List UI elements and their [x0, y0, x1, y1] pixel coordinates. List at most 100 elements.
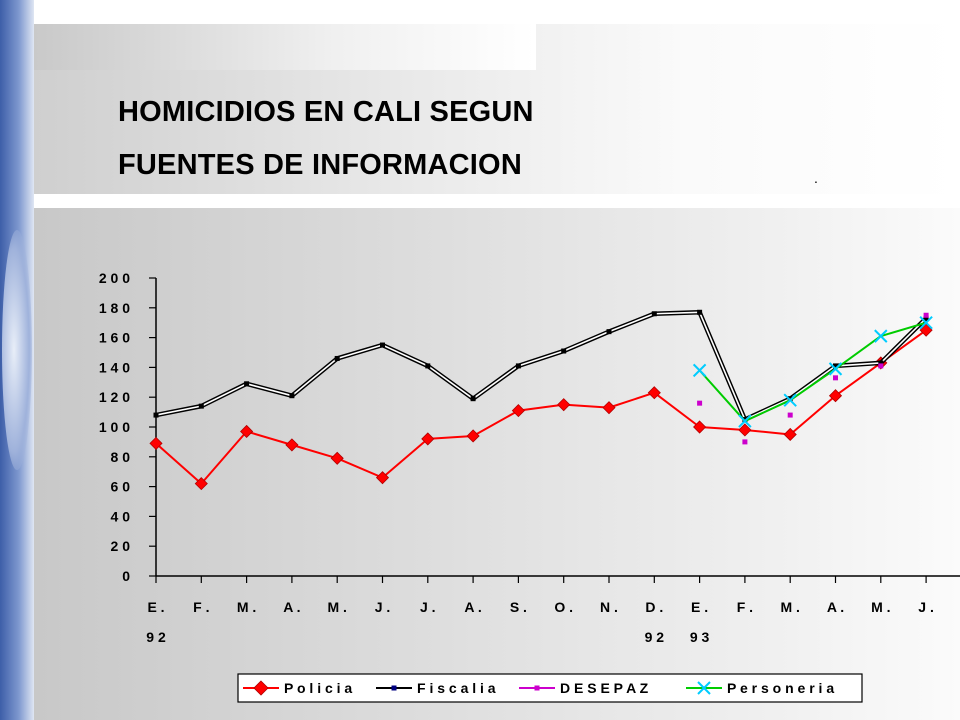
stray-dot: . — [814, 170, 818, 186]
marker-stroke — [738, 414, 752, 428]
marker-stroke — [692, 363, 707, 378]
x-tick-label: M . — [237, 599, 256, 615]
data-point-personeria — [919, 315, 933, 330]
data-point-policia — [693, 420, 707, 434]
data-point-policia — [511, 404, 525, 418]
data-point-personeria — [692, 363, 707, 378]
x-tick-label: M . — [327, 599, 346, 615]
x-tick-label: F . — [737, 599, 753, 615]
x-tick-label: F . — [193, 599, 209, 615]
legend-marker — [534, 685, 540, 691]
data-point-fiscalia — [606, 329, 612, 335]
chart-legend: P o l i c i a F i s c a l i a D E S E P A … — [237, 673, 863, 703]
x-tick-label: E . — [691, 599, 708, 615]
background-left-band — [0, 0, 34, 720]
data-point-policia — [602, 401, 616, 415]
x-tick-label: A . — [827, 599, 844, 615]
data-point-policia — [738, 423, 752, 437]
data-point-policia — [557, 398, 571, 412]
data-point-desepaz — [833, 375, 838, 381]
data-point-desepaz — [923, 312, 929, 318]
y-tick-label: 6 0 — [111, 479, 131, 495]
legend-label: P e r s o n e r i a — [727, 680, 834, 696]
title-banner-strip — [34, 24, 536, 70]
data-point-fiscalia — [334, 355, 340, 361]
x-tick-label: E . — [147, 599, 164, 615]
x-tick-sublabel: 9 2 — [645, 629, 665, 645]
legend-item-policia: P o l i c i a — [243, 680, 352, 696]
x-tick-label: D . — [645, 599, 663, 615]
data-point-personeria — [738, 414, 752, 428]
y-tick-label: 0 — [122, 568, 130, 584]
data-point-policia — [828, 389, 843, 403]
data-point-policia — [330, 451, 344, 465]
data-point-policia — [194, 477, 208, 491]
chart-axes: 0 2 0 4 0 6 0 8 0 1 0 0 1 2 0 1 4 0 1 6 0 1 8 0 2 … — [99, 270, 960, 645]
data-point-personeria — [874, 329, 888, 343]
data-point-desepaz — [787, 412, 793, 418]
data-point-policia — [783, 427, 797, 442]
background-swirl — [2, 230, 32, 470]
x-tick-label: M . — [780, 599, 799, 615]
y-tick-label: 1 6 0 — [99, 330, 130, 346]
data-point-fiscalia — [153, 412, 159, 418]
data-point-desepaz — [742, 439, 748, 445]
x-tick-label: O . — [554, 599, 573, 615]
series-line-personeria — [698, 321, 927, 423]
x-tick-label: J . — [375, 599, 391, 615]
data-point-fiscalia — [878, 360, 884, 366]
y-tick-label: 8 0 — [111, 449, 131, 465]
data-point-policia — [647, 386, 661, 400]
data-point-policia — [421, 432, 435, 446]
data-point-fiscalia — [833, 363, 838, 369]
data-point-policia — [375, 471, 390, 485]
chart-title-line-2: FUENTES DE INFORMACION — [118, 149, 522, 181]
x-tick-label: M . — [871, 599, 890, 615]
data-point-personeria — [783, 393, 797, 407]
data-point-policia — [285, 438, 299, 452]
series-personeria — [692, 315, 933, 428]
data-point-fiscalia — [923, 315, 929, 321]
data-point-policia — [919, 323, 933, 337]
legend-label: D E S E P A Z — [560, 680, 649, 696]
marker-stroke — [783, 393, 797, 407]
data-point-desepaz — [697, 400, 703, 406]
data-point-fiscalia — [697, 309, 703, 315]
y-tick-label: 2 0 0 — [99, 270, 130, 286]
x-tick-label: N . — [600, 599, 618, 615]
data-point-fiscalia — [198, 403, 204, 409]
x-tick-sublabel: 9 3 — [690, 629, 710, 645]
data-point-desepaz — [878, 363, 884, 369]
legend-marker — [697, 681, 711, 695]
legend-label: P o l i c i a — [284, 680, 352, 696]
legend-marker — [391, 685, 397, 691]
data-point-fiscalia — [289, 393, 295, 399]
y-tick-label: 1 2 0 — [99, 389, 130, 405]
y-tick-label: 2 0 — [111, 538, 131, 554]
y-tick-label: 1 0 0 — [99, 419, 130, 435]
legend-item-personeria: P e r s o n e r i a — [686, 680, 834, 696]
chart-title-line-1: HOMICIDIOS EN CALI SEGUN — [118, 96, 534, 128]
data-point-policia — [240, 424, 254, 439]
series-line-fiscalia-outline — [155, 310, 928, 422]
series-line-fiscalia-inner — [155, 311, 927, 421]
data-point-fiscalia — [470, 396, 476, 402]
y-tick-label: 4 0 — [111, 508, 131, 524]
data-point-policia — [466, 429, 480, 443]
x-tick-label: J . — [918, 599, 934, 615]
data-point-fiscalia — [380, 342, 385, 348]
legend-item-fiscalia: F i s c a l i a — [376, 680, 496, 696]
x-tick-sublabel: 9 2 — [146, 629, 166, 645]
data-point-fiscalia — [425, 363, 431, 369]
y-tick-label: 1 4 0 — [99, 359, 130, 375]
data-point-fiscalia — [787, 396, 793, 402]
x-tick-label: A . — [464, 599, 481, 615]
x-tick-label: J . — [420, 599, 436, 615]
chart-series — [149, 309, 933, 491]
marker-stroke — [697, 681, 711, 695]
legend-marker — [253, 680, 269, 696]
marker-stroke — [828, 362, 843, 376]
legend-item-desepaz: D E S E P A Z — [519, 680, 649, 696]
y-tick-label: 1 8 0 — [99, 300, 130, 316]
data-point-policia — [149, 436, 163, 450]
